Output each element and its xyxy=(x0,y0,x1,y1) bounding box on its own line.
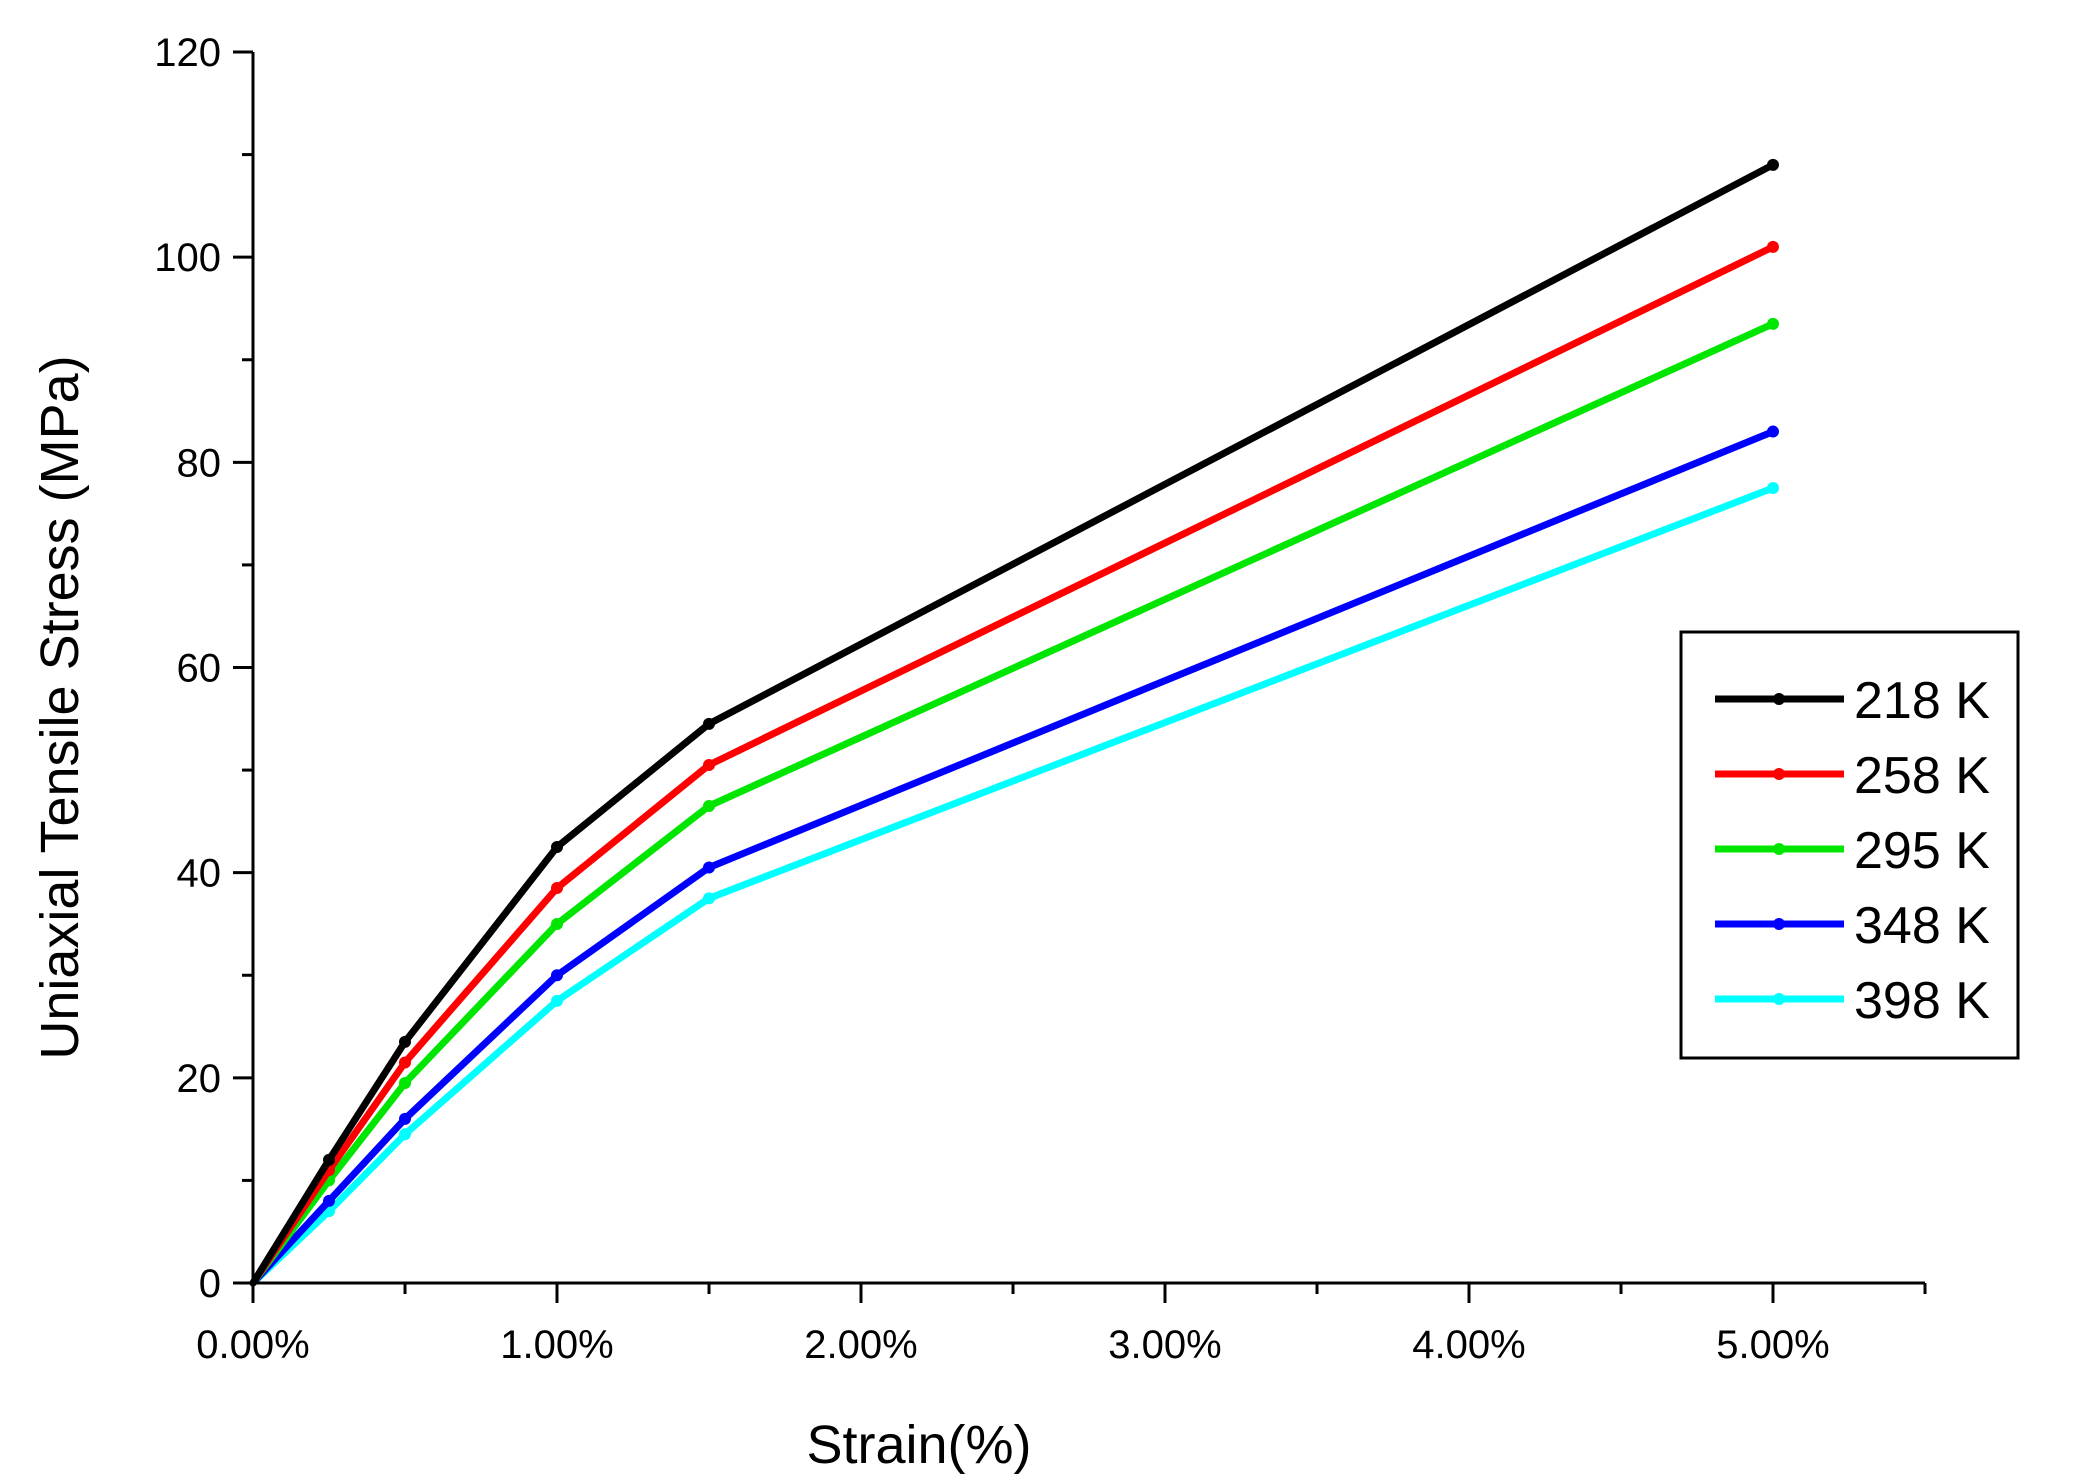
data-point xyxy=(703,799,715,812)
x-tick-label: 3.00% xyxy=(1108,1323,1221,1367)
data-point xyxy=(399,1056,411,1069)
data-point xyxy=(703,758,715,771)
data-point xyxy=(323,1194,335,1207)
legend-marker xyxy=(1773,768,1785,780)
y-tick-label: 20 xyxy=(177,1057,222,1101)
y-tick-label: 120 xyxy=(154,31,221,75)
x-axis-ticks: 0.00% 1.00% 2.00% 3.00% 4.00% 5.00% xyxy=(196,1283,1927,1367)
data-point xyxy=(1767,425,1779,438)
y-axis-ticks: 0 20 40 60 80 100 120 xyxy=(154,31,253,1306)
data-point xyxy=(1767,317,1779,330)
y-tick-label: 80 xyxy=(177,441,222,485)
legend-marker xyxy=(1773,918,1785,930)
legend-marker xyxy=(1773,993,1785,1005)
series-line-258-k xyxy=(249,243,1777,1287)
data-point xyxy=(551,917,563,930)
legend-label: 398 K xyxy=(1854,972,1990,1030)
x-tick-label: 4.00% xyxy=(1412,1323,1525,1367)
data-point xyxy=(399,1128,411,1141)
data-point xyxy=(399,1076,411,1089)
data-point xyxy=(399,1112,411,1125)
y-axis-title: Uniaxial Tensile Stress (MPa) xyxy=(30,355,90,1059)
y-tick-label: 100 xyxy=(154,236,221,280)
x-tick-label: 1.00% xyxy=(500,1323,613,1367)
legend-label: 218 K xyxy=(1854,672,1990,730)
y-tick-label: 40 xyxy=(177,852,222,896)
data-point xyxy=(703,892,715,905)
x-axis-title: Strain(%) xyxy=(806,1415,1031,1475)
data-point xyxy=(399,1035,411,1048)
data-point xyxy=(551,994,563,1007)
y-tick-label: 0 xyxy=(199,1262,221,1306)
data-point xyxy=(703,717,715,730)
data-point xyxy=(1767,240,1779,253)
data-point xyxy=(1767,481,1779,494)
legend-box xyxy=(1679,630,2020,1060)
series-line-218-k xyxy=(249,161,1777,1287)
data-point xyxy=(551,882,563,895)
series-line-398-k xyxy=(249,484,1777,1287)
x-tick-label: 5.00% xyxy=(1716,1323,1829,1367)
series-layer xyxy=(249,158,1779,1287)
y-tick-label: 60 xyxy=(177,647,222,691)
legend: 218 K 258 K 295 K 348 K 398 K xyxy=(1679,630,2020,1060)
series-line-295-k xyxy=(249,320,1777,1287)
legend-label: 295 K xyxy=(1854,822,1990,880)
legend-marker xyxy=(1773,693,1785,705)
legend-label: 348 K xyxy=(1854,897,1990,955)
legend-label: 258 K xyxy=(1854,747,1990,805)
legend-items: 218 K 258 K 295 K 348 K 398 K xyxy=(1715,672,1990,1030)
legend-marker xyxy=(1773,843,1785,855)
data-point xyxy=(1767,158,1779,171)
data-point xyxy=(703,861,715,874)
data-point xyxy=(323,1153,335,1166)
data-point xyxy=(551,841,563,854)
x-tick-label: 0.00% xyxy=(196,1323,309,1367)
x-tick-label: 2.00% xyxy=(804,1323,917,1367)
series-line-348-k xyxy=(249,428,1777,1287)
data-point xyxy=(551,969,563,982)
